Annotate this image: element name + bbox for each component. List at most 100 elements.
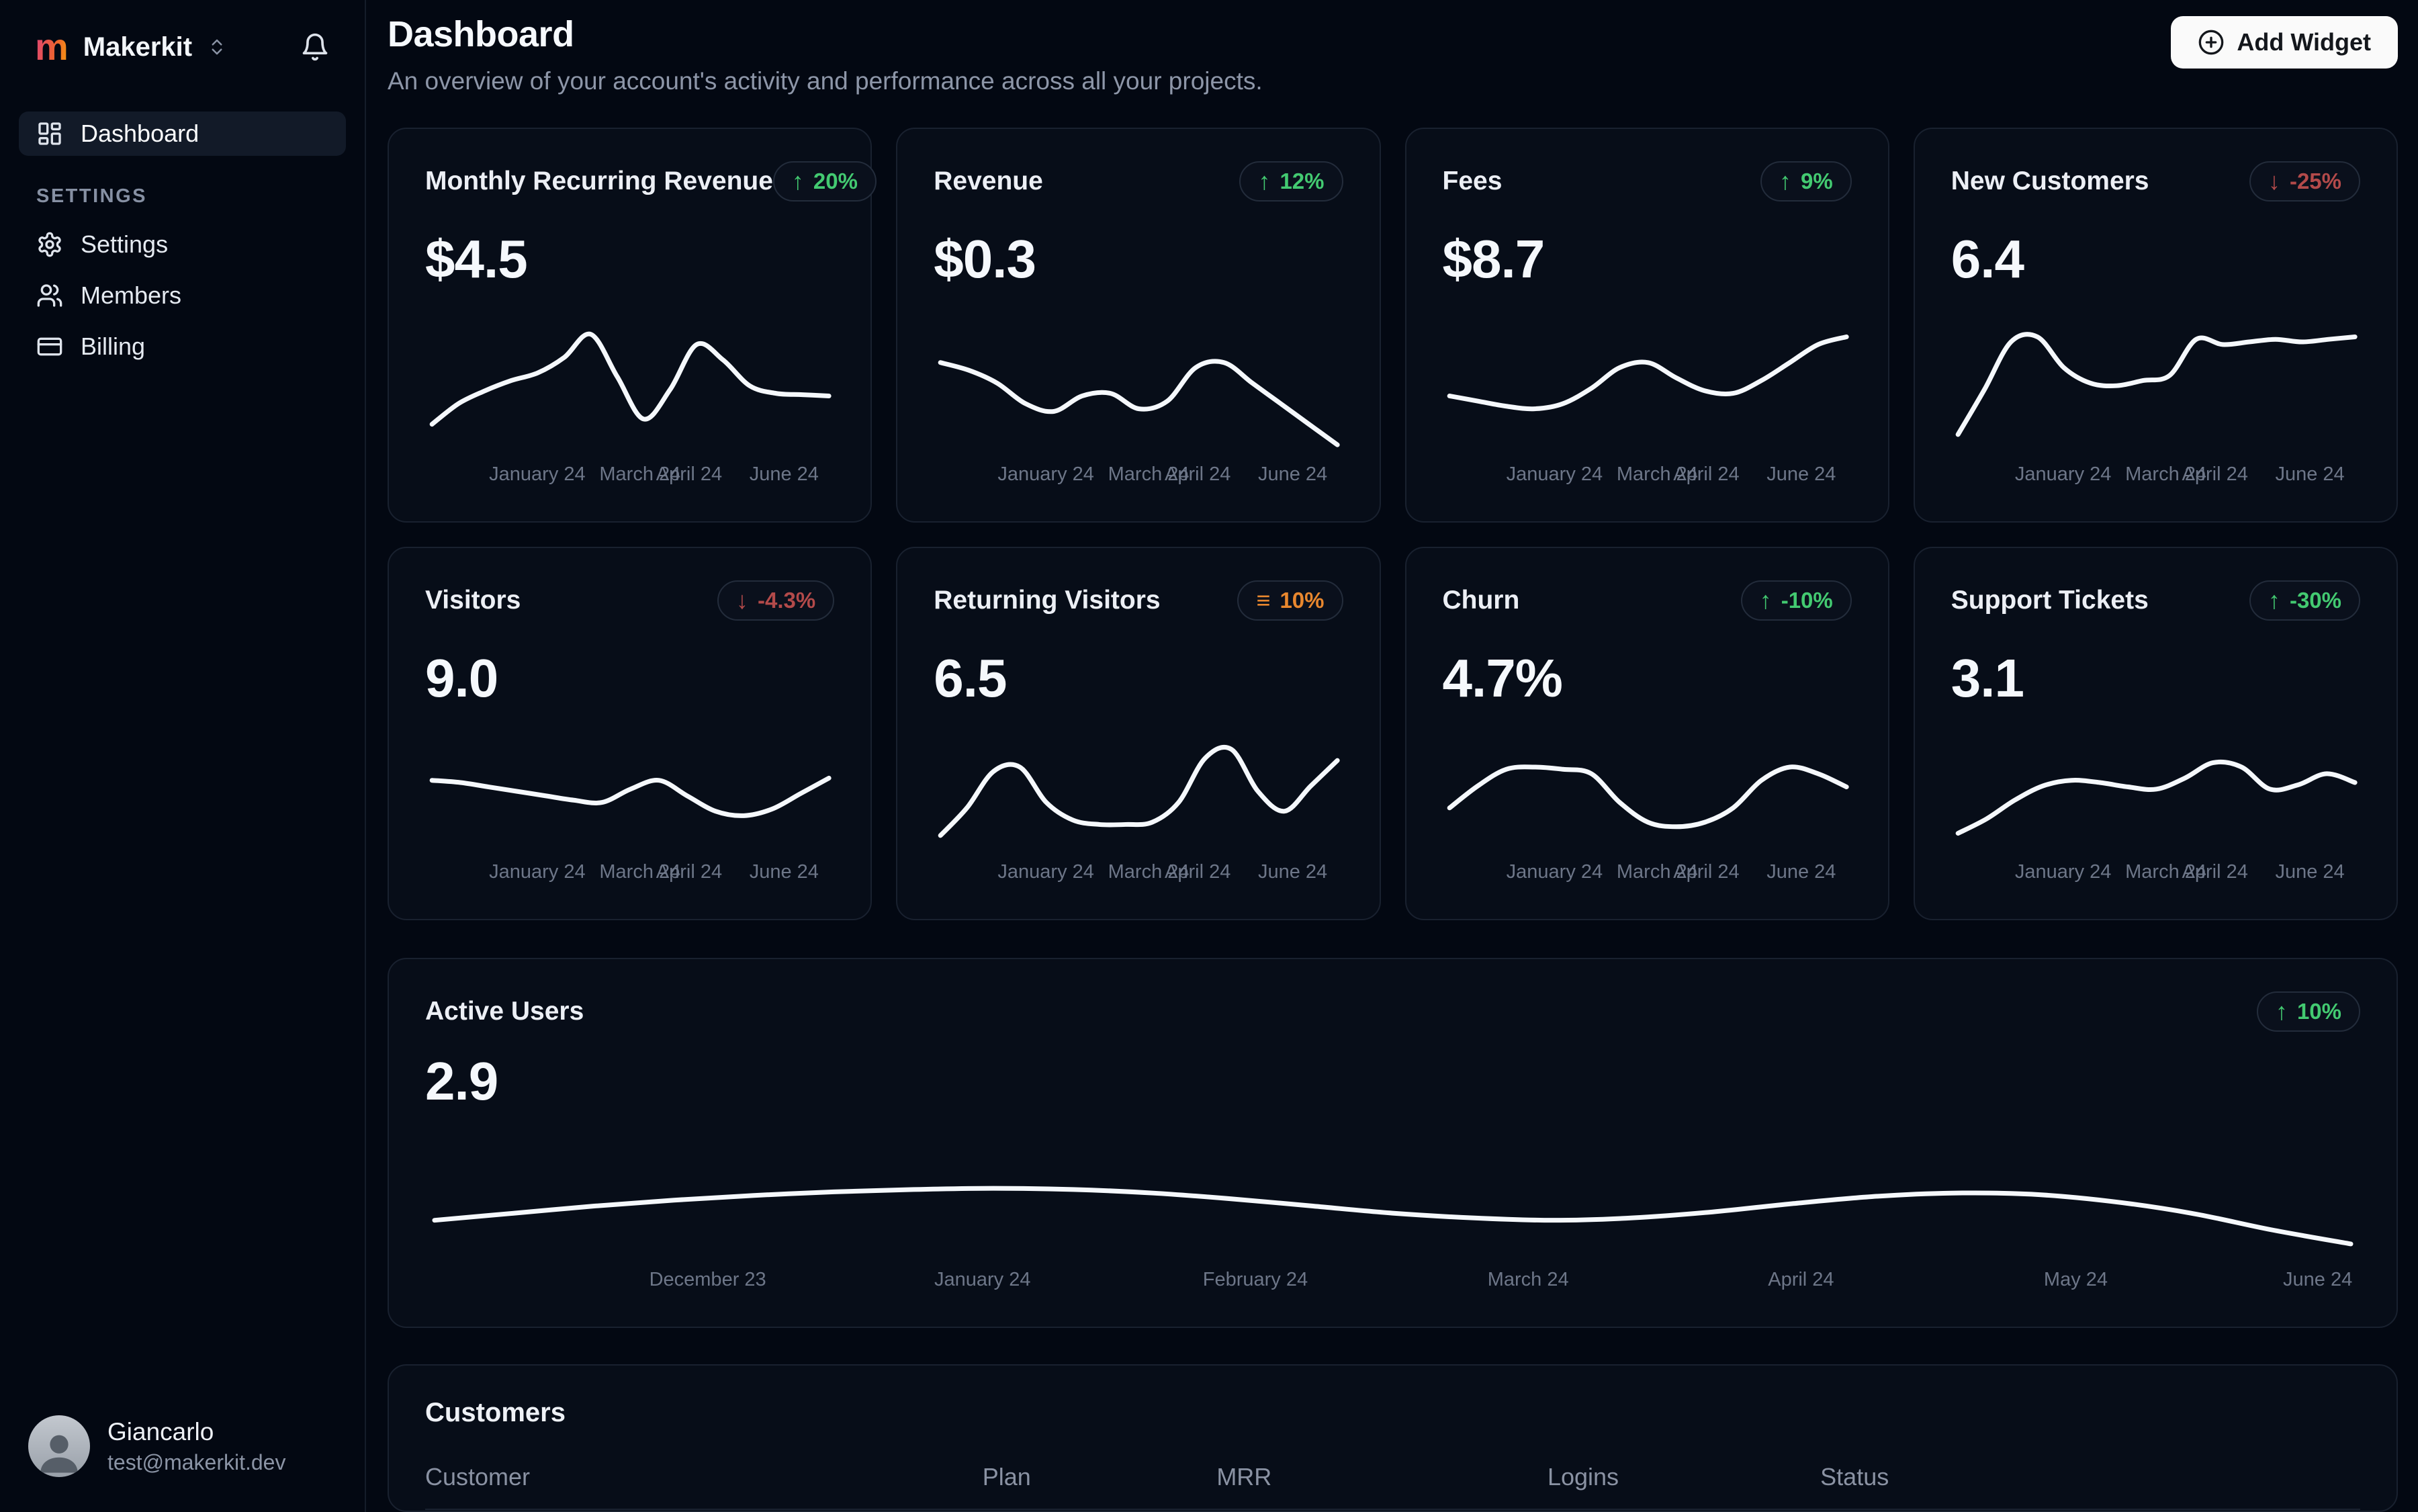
- table-column-header: Status: [1820, 1463, 1889, 1491]
- x-axis-label: March 24: [2125, 861, 2207, 883]
- stat-card-title: Visitors: [425, 586, 521, 615]
- x-axis-label: March 24: [1487, 1269, 1569, 1290]
- x-axis-labels: January 24 March 24 April 24 June 24: [934, 463, 1343, 489]
- makerkit-logo: m: [35, 26, 69, 68]
- stat-card: New Customers ↓ -25% 6.4 January 24 March…: [1913, 128, 2398, 523]
- customers-table-header: Customer Plan MRR Logins Status: [425, 1463, 2360, 1510]
- x-axis-label: June 24: [2275, 861, 2345, 883]
- x-axis-labels: January 24 March 24 April 24 June 24: [1443, 463, 1852, 489]
- x-axis-label: January 24: [1506, 463, 1603, 485]
- x-axis-label: January 24: [2014, 861, 2112, 883]
- trend-value: 10%: [1280, 588, 1325, 613]
- table-column-header: Customer: [425, 1463, 531, 1491]
- sidebar-item-label: Billing: [81, 332, 146, 360]
- trend-badge: ↑ 10%: [2256, 991, 2360, 1032]
- x-axis-label: June 24: [2275, 463, 2345, 485]
- sidebar-item-members[interactable]: Members: [19, 273, 346, 318]
- users-icon: [37, 284, 62, 307]
- gear-icon: [38, 232, 61, 257]
- x-axis-label: June 24: [1766, 861, 1836, 883]
- trend-icon: ↑: [2268, 586, 2280, 614]
- active-users-value: 2.9: [425, 1051, 498, 1111]
- workspace-selector[interactable]: m Makerkit: [19, 20, 346, 74]
- plus-circle-icon: [2199, 30, 2224, 55]
- table-column-header: Plan: [982, 1463, 1031, 1491]
- trend-badge: ↓ -4.3%: [717, 580, 835, 621]
- stat-card-title: Revenue: [934, 167, 1043, 195]
- sidebar-nav: Dashboard SETTINGS Settings Members Bill…: [19, 112, 346, 369]
- x-axis-labels: January 24 March 24 April 24 June 24: [425, 861, 834, 887]
- stat-card-title: Fees: [1442, 167, 1503, 195]
- x-axis-label: April 24: [1673, 861, 1740, 883]
- stat-card-value: 9.0: [425, 648, 498, 708]
- sidebar-item-dashboard[interactable]: Dashboard: [19, 112, 346, 156]
- x-axis-label: April 24: [1165, 463, 1231, 485]
- x-axis-label: June 24: [1766, 463, 1836, 485]
- x-axis-label: December 23: [649, 1269, 766, 1290]
- trend-icon: ≡: [1256, 586, 1271, 614]
- x-axis-label: March 24: [1616, 861, 1698, 883]
- layout-dashboard-icon: [38, 122, 61, 145]
- trend-value: -4.3%: [758, 588, 816, 613]
- add-widget-button[interactable]: Add Widget: [2171, 16, 2398, 69]
- x-axis-label: June 24: [1257, 463, 1328, 485]
- trend-icon: ↓: [736, 586, 749, 614]
- stats-row-2: Visitors ↓ -4.3% 9.0 January 24 March 24 A…: [388, 547, 2398, 920]
- trend-value: -10%: [1781, 588, 1833, 613]
- sidebar: m Makerkit Dashboard SETTINGS Settings M…: [0, 0, 366, 1512]
- sidebar-item-label: Dashboard: [81, 120, 199, 147]
- stat-card-value: $8.7: [1442, 229, 1546, 289]
- stat-card-title: Monthly Recurring Revenue: [425, 167, 773, 195]
- x-axis-label: March 24: [599, 463, 681, 485]
- x-axis-label: January 24: [997, 861, 1094, 883]
- table-column-header: MRR: [1216, 1463, 1272, 1491]
- stat-card: Revenue ↑ 12% $0.3 January 24 March 24 Apr…: [896, 128, 1381, 523]
- user-email: test@makerkit.dev: [107, 1450, 286, 1474]
- trend-value: 9%: [1801, 169, 1833, 193]
- x-axis-label: May 24: [2043, 1269, 2108, 1290]
- stat-card-title: Support Tickets: [1951, 586, 2149, 615]
- active-users-card: Active Users ↑ 10% 2.9 December 23 Januar…: [388, 958, 2398, 1328]
- sparkline-chart: [934, 306, 1343, 458]
- trend-value: 10%: [2296, 999, 2341, 1024]
- x-axis-label: March 24: [2125, 463, 2207, 485]
- trend-badge: ↑ 9%: [1760, 161, 1852, 202]
- sidebar-item-billing[interactable]: Billing: [19, 324, 346, 369]
- customers-card: Customers Customer Plan MRR Logins Status: [388, 1364, 2398, 1512]
- trend-icon: ↓: [2268, 167, 2280, 195]
- x-axis-label: April 24: [656, 463, 723, 485]
- trend-value: 12%: [1280, 169, 1325, 193]
- x-axis-label: April 24: [1165, 861, 1231, 883]
- sparkline-chart: [1951, 725, 2360, 856]
- trend-badge: ↑ 20%: [772, 161, 877, 202]
- x-axis-label: June 24: [2283, 1269, 2353, 1290]
- page-title: Dashboard: [388, 14, 574, 54]
- active-users-title: Active Users: [425, 997, 584, 1026]
- stat-card: Fees ↑ 9% $8.7 January 24 March 24 April 2…: [1404, 128, 1889, 523]
- user-menu[interactable]: Giancarlo test@makerkit.dev: [19, 1415, 346, 1477]
- trend-value: -30%: [2289, 588, 2341, 613]
- sparkline-chart: [1951, 306, 2360, 458]
- stat-card-value: 6.5: [934, 648, 1007, 708]
- x-axis-label: April 24: [2182, 861, 2248, 883]
- x-axis-label: March 24: [1108, 861, 1190, 883]
- person-silhouette-icon: [40, 1435, 78, 1473]
- stat-card-value: $4.5: [425, 229, 528, 289]
- workspace-name: Makerkit: [83, 32, 193, 62]
- sidebar-item-settings[interactable]: Settings: [19, 222, 346, 267]
- x-axis-label: February 24: [1202, 1269, 1308, 1290]
- sparkline-chart: [425, 306, 834, 458]
- avatar: [28, 1415, 90, 1477]
- user-name: Giancarlo: [107, 1417, 214, 1446]
- notifications-button[interactable]: [300, 32, 330, 62]
- stat-card-value: 4.7%: [1442, 648, 1563, 708]
- page-subtitle: An overview of your account's activity a…: [388, 67, 1263, 95]
- trend-badge: ↑ -10%: [1740, 580, 1852, 621]
- sparkline-chart: [1443, 306, 1852, 458]
- stat-card-title: New Customers: [1951, 167, 2149, 195]
- stat-card-value: 6.4: [1951, 229, 2024, 289]
- x-axis-label: April 24: [2182, 463, 2248, 485]
- trend-badge: ↑ 12%: [1239, 161, 1343, 202]
- x-axis-label: June 24: [749, 463, 819, 485]
- trend-badge: ↑ -30%: [2249, 580, 2360, 621]
